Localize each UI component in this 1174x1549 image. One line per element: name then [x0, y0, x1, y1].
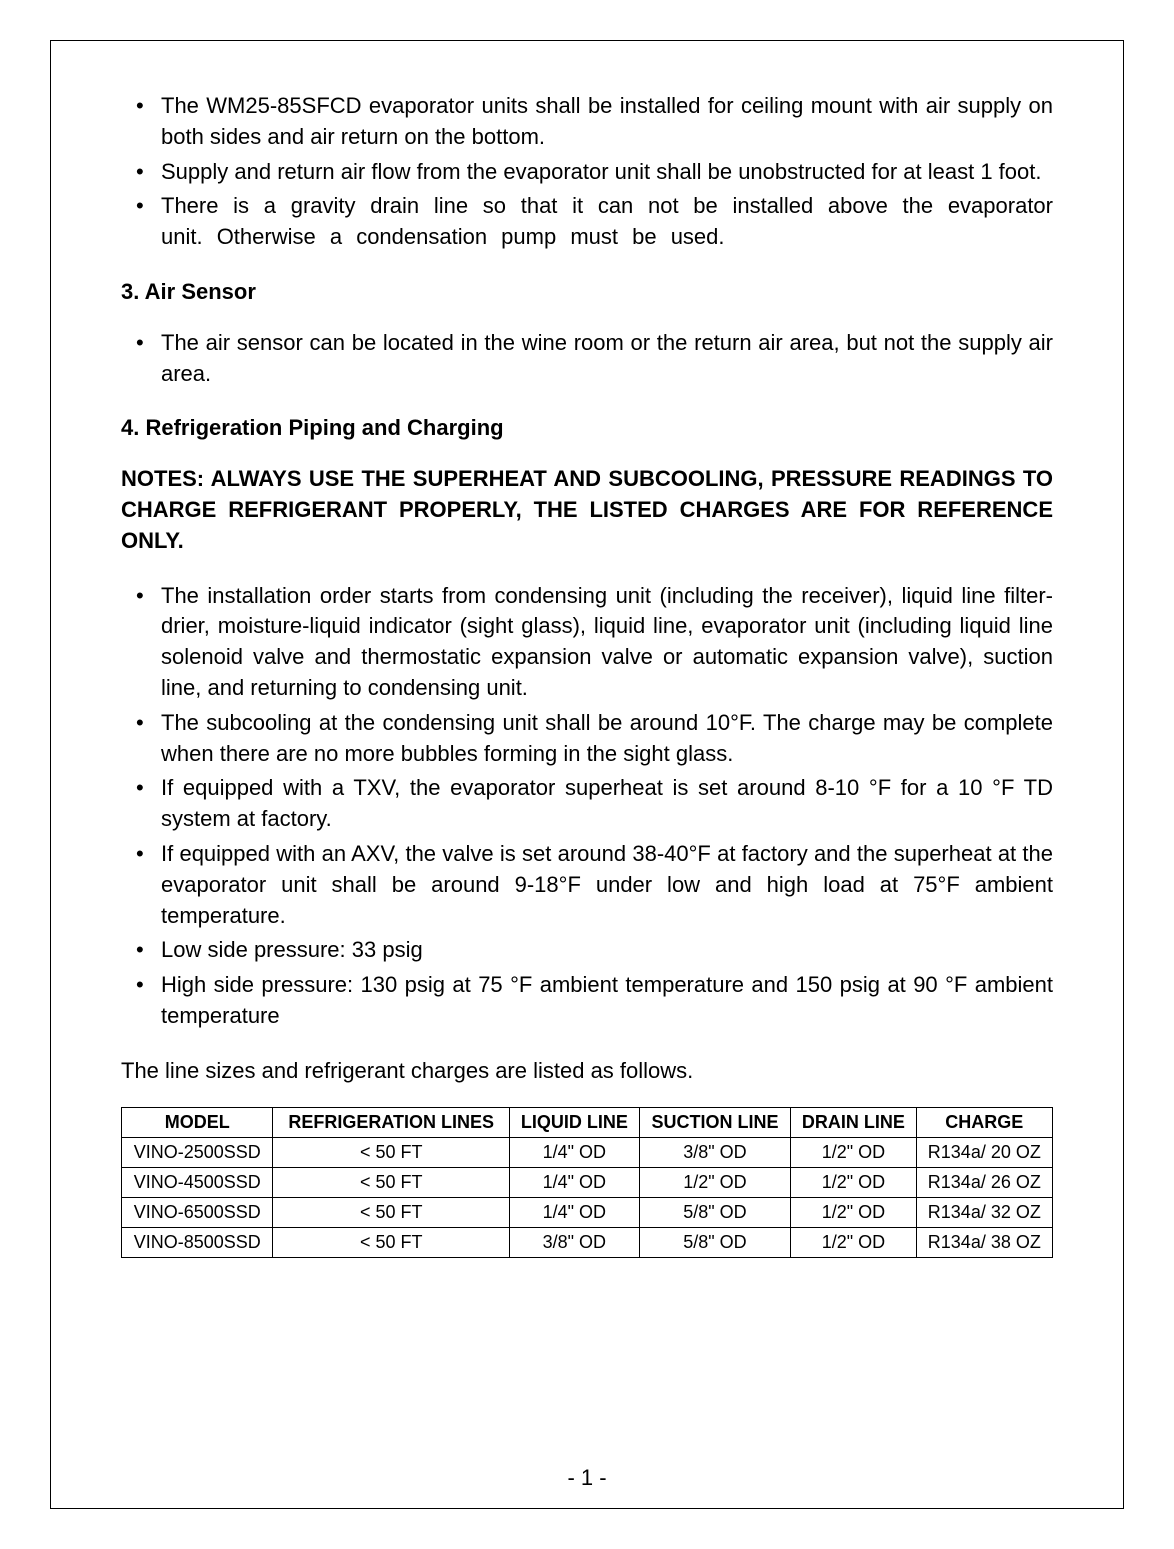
table-cell: R134a/ 38 OZ	[916, 1228, 1052, 1258]
table-header-cell: CHARGE	[916, 1107, 1052, 1137]
table-cell: 1/2" OD	[791, 1167, 916, 1197]
table-cell: < 50 FT	[273, 1228, 510, 1258]
table-header-cell: REFRIGERATION LINES	[273, 1107, 510, 1137]
table-cell: 1/2" OD	[791, 1198, 916, 1228]
table-cell: VINO-8500SSD	[122, 1228, 273, 1258]
table-row: VINO-4500SSD < 50 FT 1/4" OD 1/2" OD 1/2…	[122, 1167, 1053, 1197]
top-bullet-list: The WM25-85SFCD evaporator units shall b…	[121, 91, 1053, 253]
table-cell: R134a/ 26 OZ	[916, 1167, 1052, 1197]
list-item: The installation order starts from conde…	[121, 581, 1053, 704]
table-row: VINO-2500SSD < 50 FT 1/4" OD 3/8" OD 1/2…	[122, 1137, 1053, 1167]
table-cell: 1/4" OD	[509, 1198, 639, 1228]
list-item: If equipped with an AXV, the valve is se…	[121, 839, 1053, 931]
table-header-cell: MODEL	[122, 1107, 273, 1137]
table-cell: VINO-6500SSD	[122, 1198, 273, 1228]
table-row: VINO-8500SSD < 50 FT 3/8" OD 5/8" OD 1/2…	[122, 1228, 1053, 1258]
table-header: MODEL REFRIGERATION LINES LIQUID LINE SU…	[122, 1107, 1053, 1137]
notes-block: NOTES: ALWAYS USE THE SUPERHEAT AND SUBC…	[121, 464, 1053, 556]
table-cell: 5/8" OD	[639, 1198, 790, 1228]
table-header-cell: DRAIN LINE	[791, 1107, 916, 1137]
line-sizes-intro: The line sizes and refrigerant charges a…	[121, 1056, 1053, 1087]
list-item: There is a gravity drain line so that it…	[121, 191, 1053, 253]
table-cell: 1/2" OD	[791, 1137, 916, 1167]
table-header-cell: SUCTION LINE	[639, 1107, 790, 1137]
table-cell: VINO-4500SSD	[122, 1167, 273, 1197]
content-area: The WM25-85SFCD evaporator units shall b…	[121, 91, 1053, 1258]
section3-heading: 3. Air Sensor	[121, 277, 1053, 308]
section4-heading: 4. Refrigeration Piping and Charging	[121, 413, 1053, 444]
table-cell: 1/2" OD	[791, 1228, 916, 1258]
section4-bullet-list: The installation order starts from conde…	[121, 581, 1053, 1032]
page-number: - 1 -	[51, 1463, 1123, 1494]
list-item: Low side pressure: 33 psig	[121, 935, 1053, 966]
list-item: The subcooling at the condensing unit sh…	[121, 708, 1053, 770]
table-header-row: MODEL REFRIGERATION LINES LIQUID LINE SU…	[122, 1107, 1053, 1137]
table-cell: < 50 FT	[273, 1198, 510, 1228]
table-row: VINO-6500SSD < 50 FT 1/4" OD 5/8" OD 1/2…	[122, 1198, 1053, 1228]
table-cell: 1/2" OD	[639, 1167, 790, 1197]
table-cell: R134a/ 20 OZ	[916, 1137, 1052, 1167]
table-cell: 3/8" OD	[509, 1228, 639, 1258]
table-cell: 1/4" OD	[509, 1167, 639, 1197]
list-item: If equipped with a TXV, the evaporator s…	[121, 773, 1053, 835]
page-border: The WM25-85SFCD evaporator units shall b…	[50, 40, 1124, 1509]
table-cell: R134a/ 32 OZ	[916, 1198, 1052, 1228]
table-cell: 3/8" OD	[639, 1137, 790, 1167]
table-cell: 1/4" OD	[509, 1137, 639, 1167]
list-item: The air sensor can be located in the win…	[121, 328, 1053, 390]
section3-bullet-list: The air sensor can be located in the win…	[121, 328, 1053, 390]
table-cell: 5/8" OD	[639, 1228, 790, 1258]
table-cell: VINO-2500SSD	[122, 1137, 273, 1167]
table-body: VINO-2500SSD < 50 FT 1/4" OD 3/8" OD 1/2…	[122, 1137, 1053, 1258]
refrigerant-table: MODEL REFRIGERATION LINES LIQUID LINE SU…	[121, 1107, 1053, 1259]
table-cell: < 50 FT	[273, 1167, 510, 1197]
list-item: The WM25-85SFCD evaporator units shall b…	[121, 91, 1053, 153]
table-header-cell: LIQUID LINE	[509, 1107, 639, 1137]
table-cell: < 50 FT	[273, 1137, 510, 1167]
list-item: Supply and return air flow from the evap…	[121, 157, 1053, 188]
list-item: High side pressure: 130 psig at 75 °F am…	[121, 970, 1053, 1032]
